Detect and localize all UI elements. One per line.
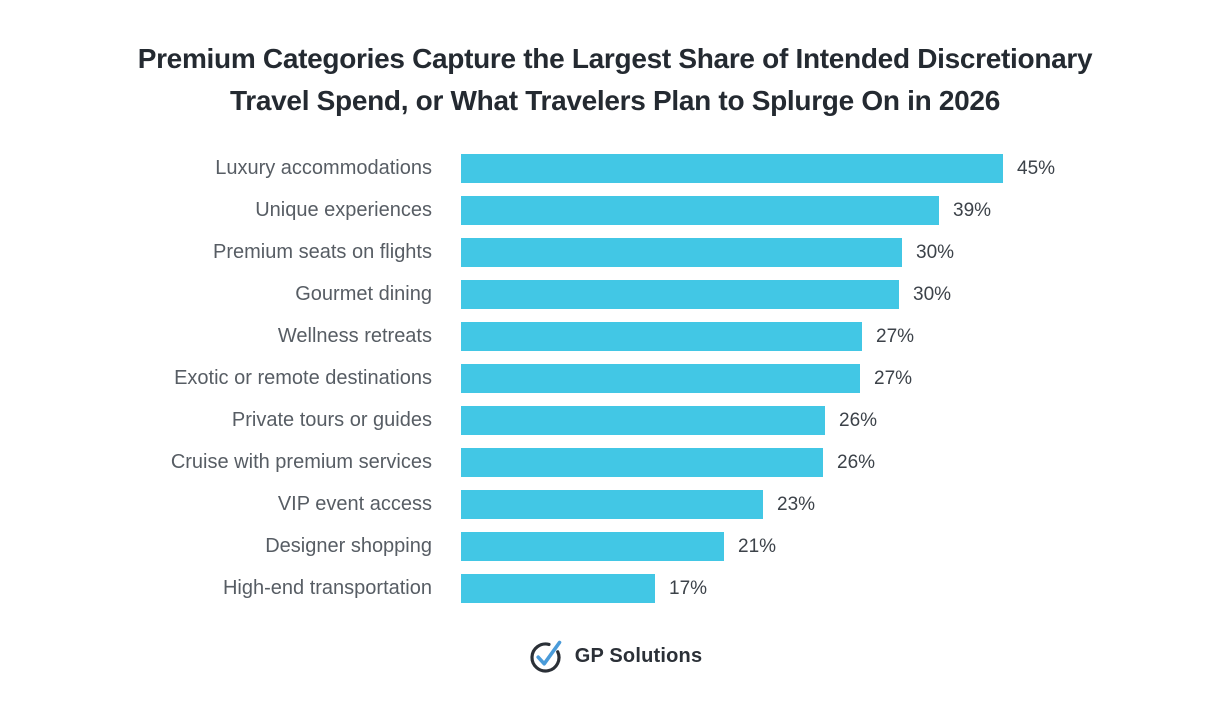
bar xyxy=(461,154,1003,183)
bar-row: Exotic or remote destinations 27% xyxy=(0,364,1230,393)
bar xyxy=(461,322,862,351)
category-label: Wellness retreats xyxy=(277,325,432,347)
category-label: Unique experiences xyxy=(255,199,432,221)
category-label: Luxury accommodations xyxy=(215,157,432,179)
bar-row: Premium seats on flights 30% xyxy=(0,238,1230,267)
bar-row: Wellness retreats 27% xyxy=(0,322,1230,351)
bar-row: High-end transportation 17% xyxy=(0,574,1230,603)
logo-check-stroke xyxy=(536,640,561,666)
logo-circle-stroke xyxy=(530,642,561,673)
bar xyxy=(461,280,899,309)
bar xyxy=(461,238,902,267)
bar-row: Luxury accommodations 45% xyxy=(0,154,1230,183)
value-label: 30% xyxy=(916,241,955,263)
bar-rows: Luxury accommodations 45% Unique experie… xyxy=(0,154,1230,603)
bar xyxy=(461,448,823,477)
logo-text: GP Solutions xyxy=(574,644,703,667)
value-label: 30% xyxy=(913,283,952,305)
value-label: 26% xyxy=(837,451,876,473)
bar xyxy=(461,574,655,603)
value-label: 39% xyxy=(953,199,992,221)
category-label: High-end transportation xyxy=(222,577,432,599)
bar-row: Cruise with premium services 26% xyxy=(0,448,1230,477)
value-label: 45% xyxy=(1017,157,1056,179)
bar-row: VIP event access 23% xyxy=(0,490,1230,519)
bar-row: Gourmet dining 30% xyxy=(0,280,1230,309)
check-circle-icon xyxy=(530,640,561,673)
bar xyxy=(461,406,825,435)
bar-row: Private tours or guides 26% xyxy=(0,406,1230,435)
bar-row: Unique experiences 39% xyxy=(0,196,1230,225)
category-label: Cruise with premium services xyxy=(170,451,432,473)
bar-chart: Luxury accommodations 45% Unique experie… xyxy=(0,154,1230,603)
category-label: VIP event access xyxy=(277,493,432,515)
value-label: 21% xyxy=(738,535,777,557)
bar xyxy=(461,532,724,561)
title-block: Premium Categories Capture the Largest S… xyxy=(0,0,1230,122)
page-title-line-2: Travel Spend, or What Travelers Plan to … xyxy=(230,85,1000,116)
value-label: 27% xyxy=(876,325,915,347)
bar xyxy=(461,196,939,225)
page-title-line-1: Premium Categories Capture the Largest S… xyxy=(137,43,1093,74)
category-label: Premium seats on flights xyxy=(213,241,432,263)
bar xyxy=(461,364,860,393)
category-label: Gourmet dining xyxy=(295,283,432,305)
value-label: 26% xyxy=(839,409,878,431)
bar-row: Designer shopping 21% xyxy=(0,532,1230,561)
bar xyxy=(461,490,763,519)
category-label: Private tours or guides xyxy=(231,409,432,431)
value-label: 17% xyxy=(669,577,708,599)
category-label: Exotic or remote destinations xyxy=(174,367,432,389)
value-label: 23% xyxy=(777,493,816,515)
footer-logo: GP Solutions xyxy=(0,637,1230,675)
value-label: 27% xyxy=(874,367,913,389)
category-label: Designer shopping xyxy=(265,535,432,557)
